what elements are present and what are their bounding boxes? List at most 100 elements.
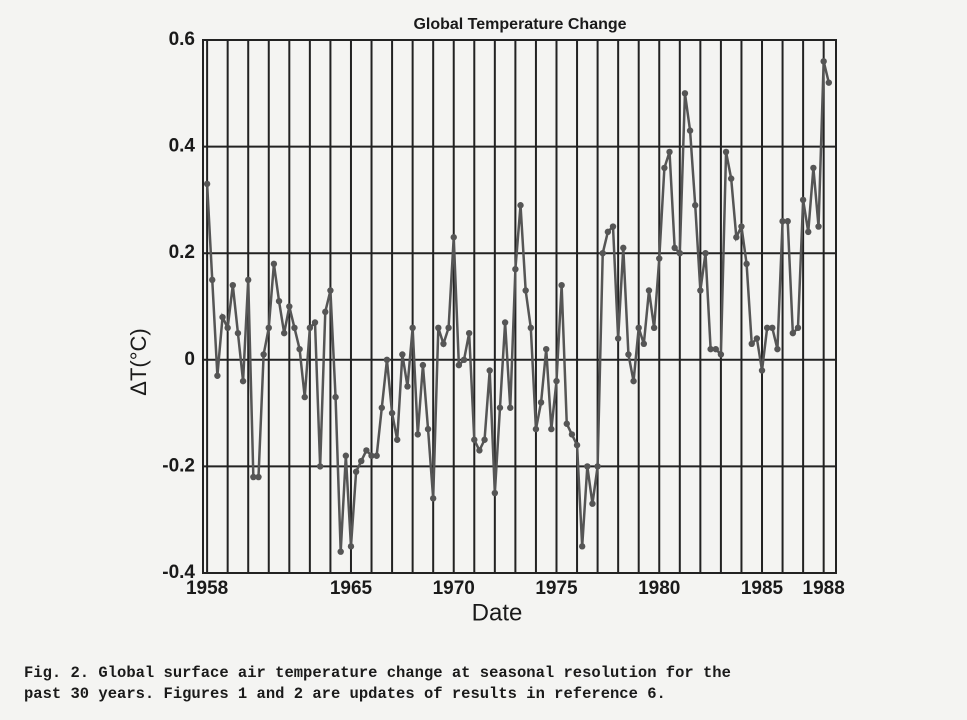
data-point bbox=[352, 468, 360, 475]
data-point bbox=[748, 340, 755, 348]
data-point bbox=[507, 404, 514, 411]
data-point bbox=[404, 383, 411, 390]
data-point bbox=[527, 324, 535, 332]
data-point bbox=[666, 148, 673, 156]
data-point bbox=[363, 447, 370, 454]
data-point bbox=[322, 308, 329, 316]
data-point bbox=[399, 351, 406, 358]
y-tick-label: 0.6 bbox=[169, 29, 195, 50]
data-point bbox=[306, 324, 314, 332]
data-point bbox=[537, 399, 545, 406]
data-point bbox=[758, 367, 766, 374]
data-point bbox=[630, 377, 637, 385]
data-point bbox=[604, 228, 612, 236]
data-point bbox=[250, 473, 257, 481]
y-tick-label: -0.4 bbox=[162, 562, 195, 583]
data-point bbox=[558, 281, 565, 289]
data-point bbox=[435, 324, 442, 332]
data-point bbox=[388, 409, 396, 417]
data-point bbox=[419, 361, 427, 369]
data-point bbox=[512, 265, 519, 273]
data-point bbox=[614, 335, 622, 342]
data-point bbox=[815, 223, 822, 230]
data-point bbox=[707, 345, 714, 353]
data-point bbox=[368, 452, 375, 459]
data-point bbox=[743, 260, 750, 268]
data-point bbox=[296, 345, 303, 353]
data-point bbox=[599, 250, 606, 257]
data-point bbox=[589, 500, 596, 507]
data-point bbox=[394, 436, 401, 443]
x-axis-label: Date bbox=[472, 599, 523, 626]
data-point bbox=[717, 351, 725, 358]
data-point bbox=[337, 548, 344, 555]
data-point bbox=[275, 297, 283, 305]
x-tick-label: 1965 bbox=[330, 578, 373, 599]
data-point bbox=[794, 324, 802, 332]
data-point bbox=[727, 175, 735, 182]
data-point bbox=[692, 202, 699, 209]
data-point bbox=[471, 436, 478, 443]
x-tick-label: 1970 bbox=[433, 578, 475, 599]
data-point bbox=[219, 313, 226, 321]
y-tick-label: 0.4 bbox=[169, 136, 196, 157]
data-point bbox=[245, 276, 252, 284]
data-point bbox=[753, 335, 761, 342]
x-tick-label: 1975 bbox=[535, 578, 578, 599]
data-point bbox=[414, 431, 421, 438]
data-point bbox=[239, 377, 247, 385]
data-point bbox=[234, 329, 242, 337]
data-point bbox=[203, 180, 211, 188]
data-point bbox=[496, 404, 504, 411]
data-point bbox=[486, 367, 493, 374]
data-line bbox=[205, 61, 831, 552]
data-point bbox=[640, 340, 648, 348]
data-point bbox=[620, 244, 627, 252]
data-point bbox=[594, 463, 601, 470]
data-point bbox=[769, 324, 776, 332]
chart-title: Global Temperature Change bbox=[413, 16, 626, 33]
data-point bbox=[738, 223, 745, 230]
data-point bbox=[270, 260, 278, 268]
data-point bbox=[280, 329, 288, 337]
y-tick-label: 0 bbox=[184, 349, 195, 370]
data-point bbox=[450, 234, 457, 241]
data-point bbox=[820, 58, 827, 65]
data-point bbox=[491, 489, 499, 497]
data-point bbox=[686, 127, 694, 134]
data-point bbox=[465, 329, 473, 337]
data-point bbox=[265, 324, 272, 332]
data-point bbox=[733, 234, 740, 241]
data-point bbox=[712, 345, 719, 353]
data-point bbox=[332, 393, 339, 401]
data-point bbox=[825, 79, 833, 86]
data-point bbox=[460, 356, 468, 363]
data-point bbox=[311, 319, 319, 326]
data-point bbox=[532, 425, 540, 433]
data-point bbox=[784, 218, 791, 225]
data-point bbox=[676, 250, 684, 257]
data-point bbox=[440, 340, 447, 348]
data-point bbox=[645, 287, 653, 294]
data-point bbox=[656, 255, 663, 262]
x-tick-label: 1980 bbox=[638, 578, 680, 599]
data-point bbox=[255, 473, 262, 481]
data-point bbox=[799, 196, 807, 204]
data-point bbox=[260, 351, 267, 358]
data-point bbox=[578, 543, 586, 550]
data-point bbox=[286, 303, 293, 310]
data-point bbox=[635, 324, 642, 332]
data-point bbox=[229, 281, 237, 289]
data-point bbox=[224, 324, 231, 332]
data-point bbox=[563, 420, 570, 427]
data-point bbox=[650, 324, 658, 332]
data-point bbox=[681, 90, 689, 97]
data-point bbox=[625, 351, 632, 358]
data-point bbox=[209, 276, 216, 284]
data-point bbox=[409, 324, 416, 332]
data-point bbox=[573, 441, 581, 449]
data-point bbox=[378, 404, 386, 411]
data-point bbox=[383, 356, 391, 363]
x-tick-label: 1988 bbox=[803, 578, 845, 599]
